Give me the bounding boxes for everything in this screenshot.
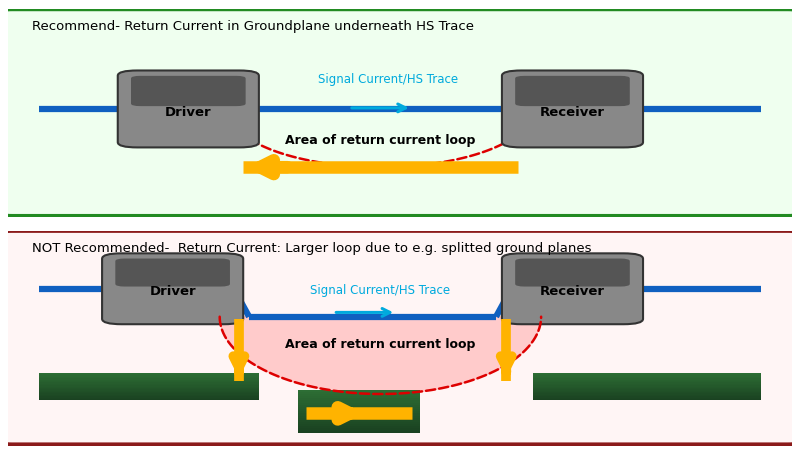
- FancyBboxPatch shape: [39, 396, 259, 398]
- FancyBboxPatch shape: [39, 398, 259, 399]
- FancyBboxPatch shape: [39, 395, 259, 396]
- FancyBboxPatch shape: [534, 383, 761, 384]
- FancyBboxPatch shape: [39, 374, 259, 375]
- FancyBboxPatch shape: [298, 403, 420, 405]
- FancyBboxPatch shape: [39, 393, 259, 395]
- FancyBboxPatch shape: [298, 415, 420, 418]
- FancyBboxPatch shape: [39, 381, 259, 383]
- FancyBboxPatch shape: [298, 405, 420, 407]
- FancyBboxPatch shape: [0, 231, 800, 445]
- FancyBboxPatch shape: [534, 372, 761, 374]
- FancyBboxPatch shape: [534, 398, 761, 399]
- FancyBboxPatch shape: [39, 377, 259, 378]
- FancyBboxPatch shape: [534, 393, 761, 395]
- FancyBboxPatch shape: [534, 385, 761, 387]
- FancyBboxPatch shape: [298, 394, 420, 396]
- FancyBboxPatch shape: [39, 399, 259, 400]
- Text: Receiver: Receiver: [540, 285, 605, 298]
- FancyBboxPatch shape: [534, 374, 761, 375]
- Text: Driver: Driver: [165, 106, 212, 119]
- FancyBboxPatch shape: [115, 259, 230, 287]
- FancyBboxPatch shape: [298, 424, 420, 426]
- FancyBboxPatch shape: [39, 384, 259, 385]
- FancyBboxPatch shape: [39, 389, 259, 391]
- Polygon shape: [220, 317, 541, 394]
- FancyBboxPatch shape: [298, 396, 420, 399]
- FancyBboxPatch shape: [534, 391, 761, 392]
- FancyBboxPatch shape: [298, 430, 420, 433]
- FancyBboxPatch shape: [118, 70, 259, 148]
- FancyBboxPatch shape: [39, 385, 259, 387]
- FancyBboxPatch shape: [298, 420, 420, 422]
- FancyBboxPatch shape: [298, 426, 420, 428]
- FancyBboxPatch shape: [39, 379, 259, 381]
- FancyBboxPatch shape: [534, 379, 761, 381]
- FancyBboxPatch shape: [39, 388, 259, 389]
- FancyBboxPatch shape: [39, 391, 259, 392]
- FancyBboxPatch shape: [534, 384, 761, 385]
- FancyBboxPatch shape: [534, 399, 761, 400]
- FancyBboxPatch shape: [298, 411, 420, 413]
- Text: Area of return current loop: Area of return current loop: [286, 338, 475, 351]
- FancyBboxPatch shape: [298, 422, 420, 424]
- FancyBboxPatch shape: [39, 383, 259, 384]
- FancyBboxPatch shape: [39, 387, 259, 388]
- FancyBboxPatch shape: [502, 70, 643, 148]
- FancyBboxPatch shape: [298, 392, 420, 394]
- FancyBboxPatch shape: [298, 418, 420, 420]
- FancyBboxPatch shape: [131, 76, 246, 106]
- FancyBboxPatch shape: [534, 381, 761, 383]
- Text: Signal Current/HS Trace: Signal Current/HS Trace: [318, 73, 458, 86]
- FancyBboxPatch shape: [298, 407, 420, 409]
- Text: Area of return current loop: Area of return current loop: [286, 134, 475, 147]
- FancyBboxPatch shape: [534, 377, 761, 378]
- FancyBboxPatch shape: [515, 259, 630, 287]
- FancyBboxPatch shape: [39, 375, 259, 377]
- FancyBboxPatch shape: [298, 390, 420, 392]
- Text: NOT Recommended-  Return Current: Larger loop due to e.g. splitted ground planes: NOT Recommended- Return Current: Larger …: [31, 242, 591, 255]
- FancyBboxPatch shape: [534, 392, 761, 393]
- FancyBboxPatch shape: [298, 399, 420, 400]
- FancyBboxPatch shape: [534, 387, 761, 388]
- FancyBboxPatch shape: [102, 253, 243, 324]
- FancyBboxPatch shape: [298, 428, 420, 430]
- Text: Receiver: Receiver: [540, 106, 605, 119]
- FancyBboxPatch shape: [39, 372, 259, 374]
- FancyBboxPatch shape: [39, 378, 259, 379]
- FancyBboxPatch shape: [534, 375, 761, 377]
- FancyBboxPatch shape: [534, 389, 761, 391]
- FancyBboxPatch shape: [534, 388, 761, 389]
- Text: Signal Current/HS Trace: Signal Current/HS Trace: [310, 284, 450, 298]
- FancyBboxPatch shape: [534, 378, 761, 379]
- Text: Recommend- Return Current in Groundplane underneath HS Trace: Recommend- Return Current in Groundplane…: [31, 20, 474, 32]
- FancyBboxPatch shape: [534, 396, 761, 398]
- FancyBboxPatch shape: [502, 253, 643, 324]
- FancyBboxPatch shape: [298, 400, 420, 403]
- FancyBboxPatch shape: [515, 76, 630, 106]
- Text: Driver: Driver: [150, 285, 196, 298]
- FancyBboxPatch shape: [298, 413, 420, 415]
- FancyBboxPatch shape: [39, 392, 259, 393]
- FancyBboxPatch shape: [0, 9, 800, 216]
- FancyBboxPatch shape: [298, 409, 420, 411]
- FancyBboxPatch shape: [534, 395, 761, 396]
